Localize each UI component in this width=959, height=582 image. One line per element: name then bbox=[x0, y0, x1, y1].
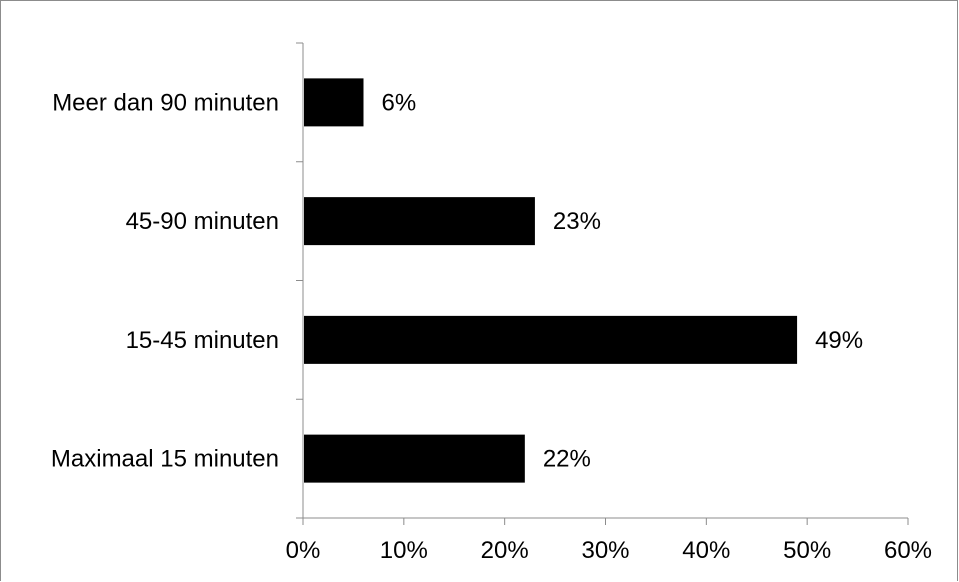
data-label: 49% bbox=[815, 327, 863, 354]
x-tick-label: 20% bbox=[481, 537, 529, 564]
data-label: 22% bbox=[543, 446, 591, 473]
bars bbox=[304, 78, 798, 483]
data-label: 6% bbox=[382, 89, 417, 116]
bar bbox=[304, 78, 364, 127]
x-tick-label: 50% bbox=[783, 537, 831, 564]
category-label: 45-90 minuten bbox=[126, 208, 279, 235]
category-label: Maximaal 15 minuten bbox=[51, 446, 279, 473]
labels: 0% 10% 20% 30% 40% 50% 60% Meer dan 90 minuten 6… bbox=[51, 89, 932, 564]
bar bbox=[304, 315, 798, 364]
x-tick-label: 30% bbox=[581, 537, 629, 564]
data-label: 23% bbox=[553, 208, 601, 235]
category-label: 15-45 minuten bbox=[126, 327, 279, 354]
bar bbox=[304, 434, 525, 483]
x-tick-label: 0% bbox=[286, 537, 321, 564]
x-tick-label: 60% bbox=[884, 537, 932, 564]
x-tick-label: 10% bbox=[380, 537, 428, 564]
bar bbox=[304, 197, 535, 246]
x-tick-label: 40% bbox=[682, 537, 730, 564]
axes bbox=[296, 42, 909, 525]
category-label: Meer dan 90 minuten bbox=[52, 89, 279, 116]
